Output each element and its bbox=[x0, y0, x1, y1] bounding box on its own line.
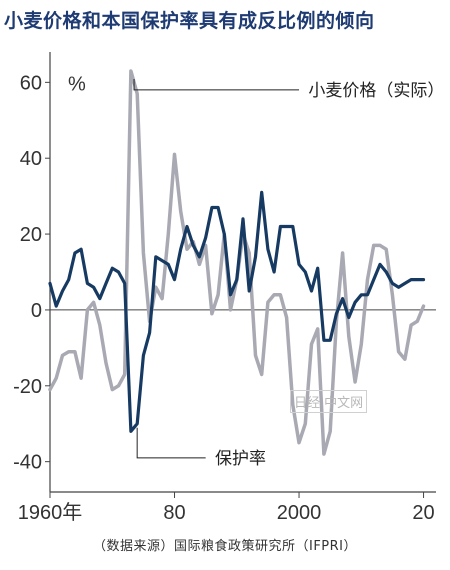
grid-layer bbox=[49, 52, 436, 493]
y-tick-label: -40 bbox=[13, 452, 42, 474]
y-tick-label: 20 bbox=[20, 224, 42, 246]
series-line-protection-rate bbox=[48, 190, 426, 433]
wheat-price-annotation: 小麦价格（实际） bbox=[308, 81, 444, 101]
protection-rate-annotation: 保护率 bbox=[215, 449, 266, 469]
wheat-price-leader-line bbox=[133, 78, 300, 91]
source-note: （数据来源）国际粮食政策研究所（IFPRI） bbox=[92, 539, 358, 554]
x-tick-label: 80 bbox=[163, 502, 185, 524]
protection-rate-leader-line bbox=[136, 427, 206, 459]
y-tick-label: 40 bbox=[20, 148, 42, 170]
tick-layer: 60 40 20 0 -20 -40% 1960年 80 2000 20 bbox=[13, 72, 435, 524]
annotation-layer: 小麦价格（实际） 保护率 bbox=[133, 78, 444, 469]
y-tick-label: 60 bbox=[20, 72, 42, 94]
y-tick-label: -20 bbox=[13, 376, 42, 398]
watermark: 日经 中文网 bbox=[290, 390, 368, 413]
x-tick-label: 1960年 bbox=[18, 501, 83, 524]
x-tick-label: 20 bbox=[412, 502, 434, 524]
series-line-wheat-price bbox=[48, 69, 426, 456]
series-layer bbox=[48, 69, 426, 456]
chart-title: 小麦价格和本国保护率具有成反比例的倾向 bbox=[4, 10, 375, 32]
y-unit-label: % bbox=[68, 73, 86, 95]
y-tick-label: 0 bbox=[31, 300, 42, 322]
x-tick-label: 2000 bbox=[277, 502, 322, 524]
